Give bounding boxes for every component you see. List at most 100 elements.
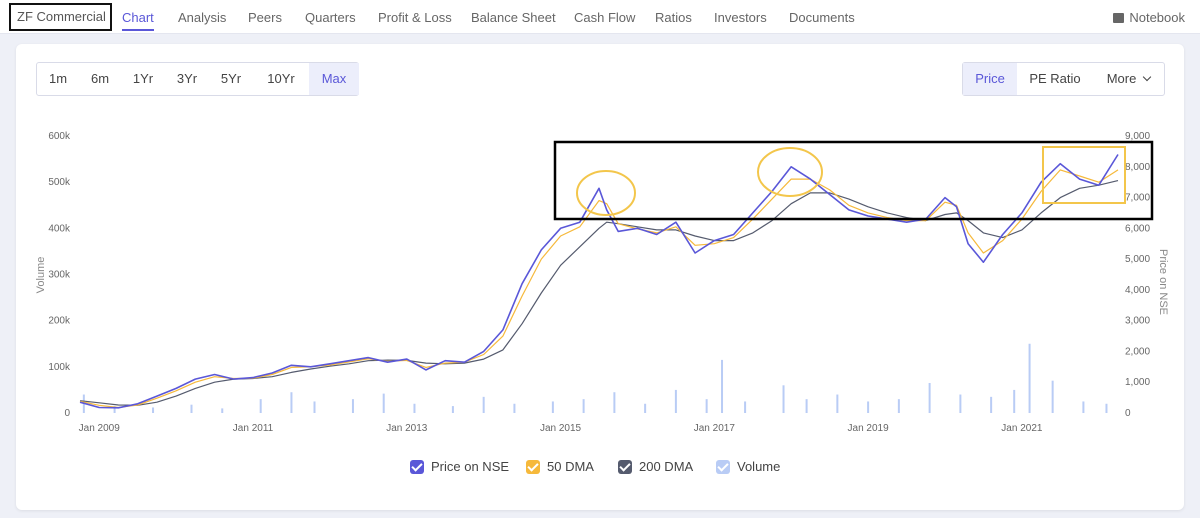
- mode-label: Price: [975, 71, 1005, 86]
- volume-bar: [582, 399, 585, 413]
- volume-bar: [674, 389, 677, 413]
- volume-bar: [1082, 401, 1085, 413]
- volume-bar: [782, 385, 785, 413]
- volume-bar: [1105, 403, 1108, 413]
- volume-bar: [928, 382, 931, 413]
- legend-label: Volume: [737, 459, 781, 474]
- volume-bar: [990, 396, 993, 413]
- tab-balance-sheet[interactable]: Balance Sheet: [471, 10, 556, 25]
- y-left-tick-label: 400k: [48, 223, 71, 234]
- y-right-tick-label: 4,000: [1125, 285, 1150, 296]
- top-navigation: ZF Commercial Chart Analysis Peers Quarters…: [0, 0, 1200, 34]
- volume-bar: [705, 399, 708, 413]
- range-10yr-button[interactable]: 10Yr: [267, 71, 295, 86]
- legend-label: 200 DMA: [639, 459, 694, 474]
- volume-bar: [313, 401, 316, 413]
- notebook-label: Notebook: [1129, 10, 1185, 25]
- chart-card: [16, 44, 1184, 510]
- chart-legend: Price on NSE 50 DMA 200 DMA Volume: [0, 459, 1200, 477]
- x-tick-label: Jan 2017: [694, 423, 736, 434]
- series-line-200-dma: [79, 180, 1119, 406]
- legend-item-price-on-nse[interactable]: Price on NSE: [410, 459, 509, 475]
- tab-ratios[interactable]: Ratios: [655, 10, 692, 25]
- volume-bar: [644, 403, 647, 413]
- y-left-tick-label: 300k: [48, 270, 71, 281]
- tab-investors[interactable]: Investors: [714, 10, 767, 25]
- tab-quarters[interactable]: Quarters: [305, 10, 356, 25]
- legend-item-200-dma[interactable]: 200 DMA: [618, 459, 693, 475]
- y-right-tick-label: 2,000: [1125, 346, 1150, 357]
- y-left-tick-label: 100k: [48, 362, 71, 373]
- checkbox-icon: [410, 460, 424, 474]
- price-lines: [79, 154, 1119, 409]
- mode-label: More: [1106, 71, 1137, 86]
- annotation-highlight-box: [1042, 146, 1126, 204]
- range-1m-button[interactable]: 1m: [48, 71, 68, 86]
- y-axis-right-title: Price on NSE: [1157, 249, 1169, 315]
- tab-profit-loss[interactable]: Profit & Loss: [378, 10, 452, 25]
- x-tick-label: Jan 2009: [79, 423, 121, 434]
- volume-bar: [836, 394, 839, 413]
- volume-bar: [382, 393, 385, 413]
- range-max-button[interactable]: Max: [309, 63, 359, 95]
- book-icon: [1113, 13, 1125, 23]
- x-tick-label: Jan 2019: [848, 423, 890, 434]
- annotation-circle: [757, 147, 823, 197]
- y-right-tick-label: 7,000: [1125, 193, 1150, 204]
- tab-chart[interactable]: Chart: [122, 10, 154, 31]
- y-right-tick-label: 5,000: [1125, 254, 1150, 265]
- y-right-tick-label: 3,000: [1125, 316, 1150, 327]
- y-left-tick-label: 200k: [48, 316, 71, 327]
- range-1yr-button[interactable]: 1Yr: [132, 71, 154, 86]
- volume-bar: [551, 401, 554, 413]
- checkbox-icon: [526, 460, 540, 474]
- annotations: [553, 140, 1154, 221]
- legend-item-50-dma[interactable]: 50 DMA: [526, 459, 594, 475]
- series-line-price-on-nse: [79, 154, 1119, 409]
- y-left-tick-label: 0: [64, 408, 70, 419]
- company-name[interactable]: ZF Commercial: [9, 3, 112, 31]
- tab-analysis[interactable]: Analysis: [178, 10, 227, 25]
- volume-bar: [1013, 389, 1016, 413]
- checkbox-icon: [618, 460, 632, 474]
- x-tick-label: Jan 2021: [1001, 423, 1043, 434]
- y-left-tick-label: 600k: [48, 131, 71, 142]
- time-range-selector: 1m 6m 1Yr 3Yr 5Yr 10Yr Max: [36, 62, 359, 96]
- legend-item-volume[interactable]: Volume: [716, 459, 780, 475]
- mode-label: PE Ratio: [1029, 71, 1081, 86]
- tab-peers[interactable]: Peers: [248, 10, 282, 25]
- volume-bar: [259, 399, 262, 413]
- x-tick-label: Jan 2015: [540, 423, 582, 434]
- series-line-50-dma: [79, 169, 1119, 409]
- volume-bar: [1028, 343, 1031, 413]
- axis-ticks: Jan 2009 Jan 2011 Jan 2013 Jan 2015 Jan 2017…: [48, 131, 1150, 434]
- volume-bar: [190, 404, 193, 413]
- volume-bar: [805, 399, 808, 413]
- volume-bar: [290, 392, 293, 413]
- volume-bar: [1051, 380, 1054, 413]
- range-5yr-button[interactable]: 5Yr: [220, 71, 242, 86]
- volume-bar: [221, 408, 224, 413]
- volume-bar: [152, 407, 155, 413]
- x-tick-label: Jan 2011: [233, 423, 274, 434]
- y-right-tick-label: 9,000: [1125, 131, 1150, 142]
- volume-bar: [897, 399, 900, 413]
- y-axis-left-title: Volume: [35, 257, 47, 294]
- range-3yr-button[interactable]: 3Yr: [176, 71, 198, 86]
- tab-documents[interactable]: Documents: [789, 10, 855, 25]
- y-left-tick-label: 500k: [48, 177, 71, 188]
- range-6m-button[interactable]: 6m: [90, 71, 110, 86]
- notebook-link[interactable]: Notebook: [1113, 10, 1185, 25]
- mode-more-button[interactable]: More: [1093, 63, 1164, 95]
- y-right-tick-label: 8,000: [1125, 162, 1150, 173]
- mode-price-button[interactable]: Price: [963, 63, 1017, 95]
- volume-bar: [613, 392, 616, 413]
- tab-cash-flow[interactable]: Cash Flow: [574, 10, 636, 25]
- annotation-range-box: [553, 140, 1154, 221]
- mode-pe-ratio-button[interactable]: PE Ratio: [1017, 63, 1093, 95]
- volume-bar: [867, 401, 870, 413]
- y-right-tick-label: 0: [1125, 408, 1131, 419]
- volume-bar: [959, 394, 962, 413]
- annotation-circle: [576, 170, 636, 216]
